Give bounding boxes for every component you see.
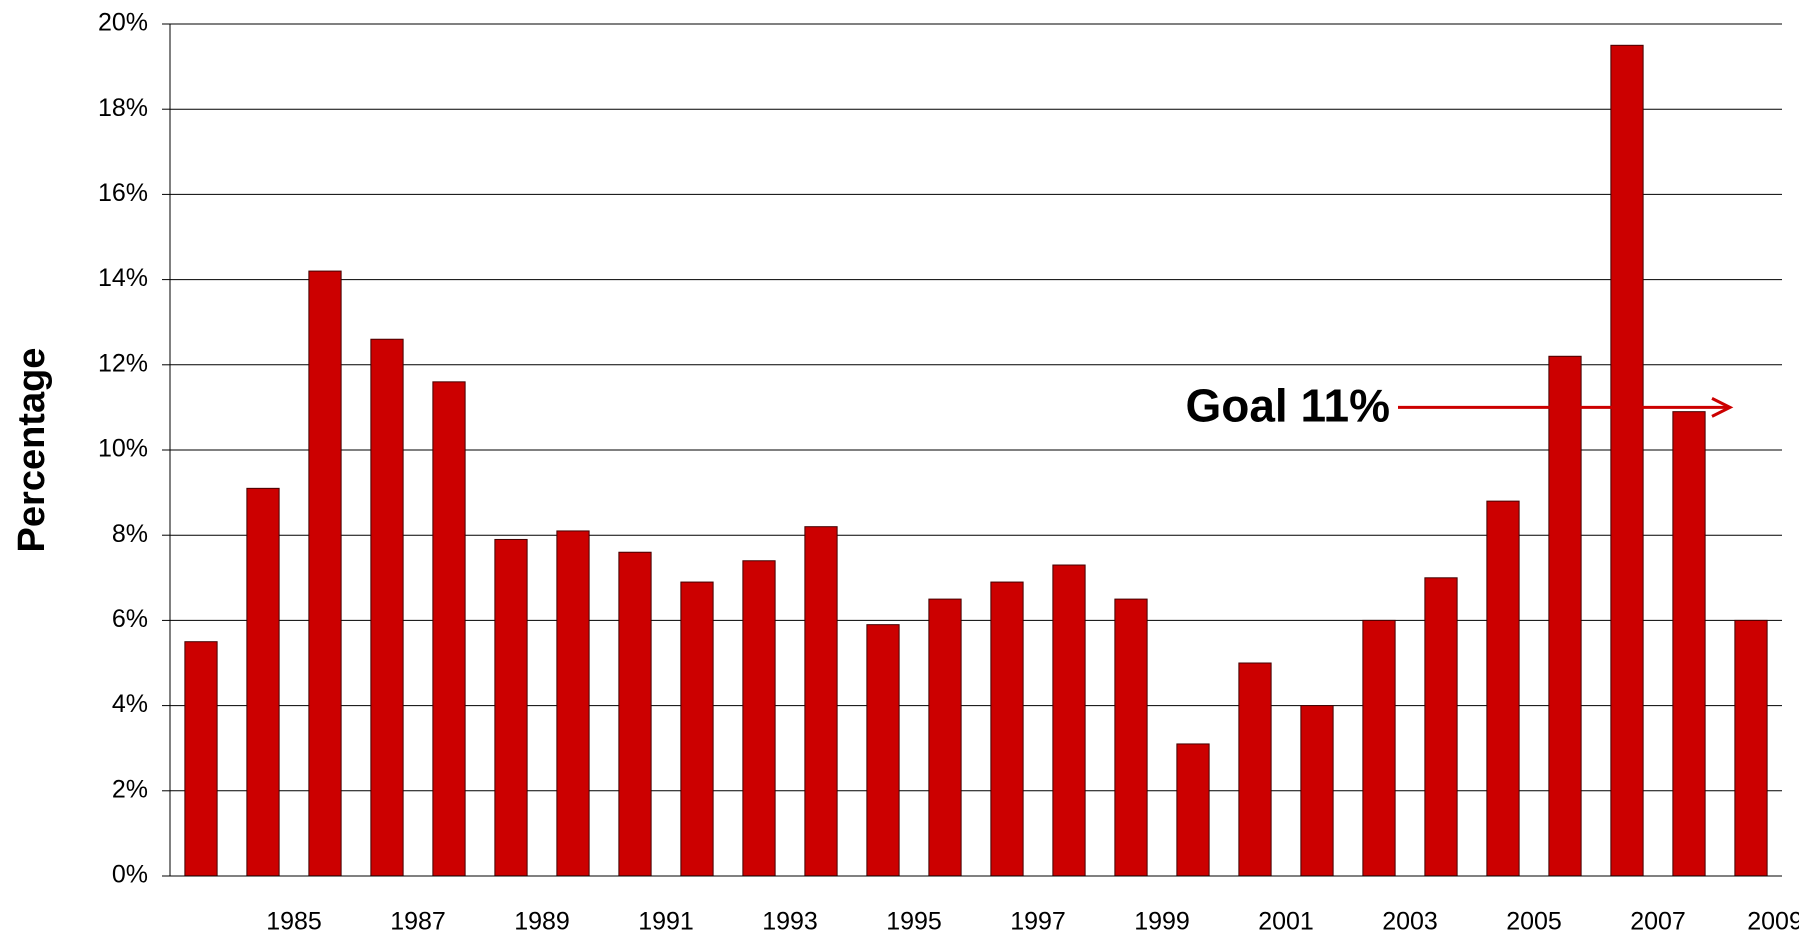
bar: [1362, 619, 1396, 877]
bar: [804, 526, 838, 877]
bar: [1610, 44, 1644, 877]
bar: [1486, 500, 1520, 877]
y-tick-label: 20%: [98, 9, 148, 37]
bar: [246, 487, 280, 877]
bar: [618, 551, 652, 877]
bar: [1424, 577, 1458, 877]
y-tick-label: 18%: [98, 94, 148, 122]
bar: [308, 270, 342, 877]
goal-arrow-head: [1711, 397, 1734, 418]
y-tick-label: 10%: [98, 435, 148, 463]
bar: [1300, 705, 1334, 877]
y-tick-label: 2%: [112, 775, 148, 803]
bar: [990, 581, 1024, 877]
x-tick-label: 2009e: [1747, 908, 1799, 934]
x-tick-label: 1999: [1134, 908, 1190, 934]
y-tick-label: 0%: [112, 861, 148, 889]
annotation: Goal 11%: [1185, 380, 1390, 432]
x-tick-label: 1993: [762, 908, 818, 934]
x-tick-label: 2007: [1630, 908, 1686, 934]
bar: [1672, 411, 1706, 877]
bar: [680, 581, 714, 877]
y-tick-label: 4%: [112, 690, 148, 718]
bar: [866, 624, 900, 877]
bar: [556, 530, 590, 877]
bar: [928, 598, 962, 877]
bar: [1176, 743, 1210, 877]
bar: [370, 338, 404, 877]
bar: [1052, 564, 1086, 877]
y-tick-label: 6%: [112, 605, 148, 633]
x-tick-label: 1989: [514, 908, 570, 934]
bar: [494, 538, 528, 877]
bar: [742, 560, 776, 877]
y-tick-label: 8%: [112, 520, 148, 548]
bar: [432, 381, 466, 877]
bar: [184, 641, 218, 877]
y-tick-label: 16%: [98, 179, 148, 207]
x-tick-label: 1995: [886, 908, 942, 934]
x-tick-label: 2005: [1506, 908, 1562, 934]
x-tick-label: 1991: [638, 908, 694, 934]
bar: [1114, 598, 1148, 877]
x-tick-label: 1985: [266, 908, 322, 934]
x-tick-label: 2003: [1382, 908, 1438, 934]
x-tick-label: 1987: [390, 908, 446, 934]
y-tick-label: 12%: [98, 349, 148, 377]
y-tick-label: 14%: [98, 264, 148, 292]
bar: [1734, 619, 1768, 877]
bar: [1548, 355, 1582, 877]
x-tick-label: 1997: [1010, 908, 1066, 934]
y-axis-label: Percentage: [11, 348, 53, 553]
x-tick-label: 2001: [1258, 908, 1314, 934]
bar: [1238, 662, 1272, 877]
